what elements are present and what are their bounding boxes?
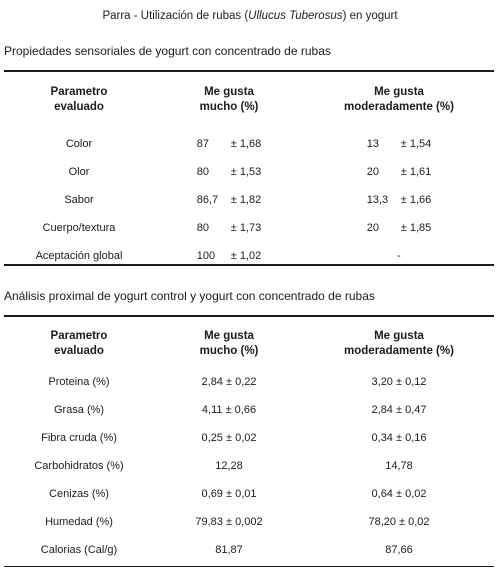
row-label: Grasa (%) [53,404,105,416]
row-label: Color [65,138,93,150]
proximal-table: Parametro evaluado Me gusta mucho (%) Me g… [4,324,494,564]
table-row: Grasa (%) 4,11 ± 0,66 2,84 ± 0,47 [4,396,494,424]
cell-mucho: 80 ± 1,73 [196,222,262,234]
table-row: Sabor 86,7 ± 1,82 13,3 ± 1,66 [4,186,494,214]
table1-header-row: Parametro evaluado Me gusta mucho (%) Me g… [4,80,494,120]
table2-bottom-rule [4,566,494,567]
table-row: Cuerpo/textura 80 ± 1,73 20 ± 1,85 [4,214,494,242]
cell-mucho: 0,69 ± 0,01 [201,488,257,500]
cell-moderadamente: 87,66 [385,544,413,556]
sensory-table: Parametro evaluado Me gusta mucho (%) Me g… [4,80,494,270]
table-row: Proteina (%) 2,84 ± 0,22 3,20 ± 0,12 [4,368,494,396]
cell-mucho: 2,84 ± 0,22 [201,376,257,388]
row-label: Carbohidratos (%) [34,460,124,472]
table-row: Carbohidratos (%) 12,28 14,78 [4,452,494,480]
row-label: Proteina (%) [48,376,110,388]
table2-header-mucho: Me gusta mucho (%) [199,330,259,357]
table2-title: Análisis proximal de yogurt control y yo… [4,289,375,303]
row-label: Humedad (%) [45,516,113,528]
table1-header-moderadamente: Me gusta moderadamente (%) [344,86,454,113]
cell-mucho: 4,11 ± 0,66 [201,404,257,416]
table1-top-rule [4,70,494,72]
row-label: Sabor [64,194,94,206]
row-label: Aceptación global [35,250,123,262]
cell-mucho: 79,83 ± 0,002 [195,516,263,528]
table1-title: Propiedades sensoriales de yogurt con co… [4,44,331,58]
cell-mucho: 80 ± 1,53 [196,166,262,178]
cell-mucho: 12,28 [215,460,243,472]
row-label: Cuerpo/textura [42,222,116,234]
table-row: Humedad (%) 79,83 ± 0,002 78,20 ± 0,02 [4,508,494,536]
table-row: Calorias (Cal/g) 81,87 87,66 [4,536,494,564]
row-label: Calorias (Cal/g) [40,544,118,556]
page-header: Parra - Utilización de rubas (Ullucus Tu… [0,10,500,22]
table-row: Fibra cruda (%) 0,25 ± 0,02 0,34 ± 0,16 [4,424,494,452]
table-row: Olor 80 ± 1,53 20 ± 1,61 [4,158,494,186]
cell-mucho: 87 ± 1,68 [196,138,262,150]
cell-moderadamente: 14,78 [385,460,413,472]
header-species: Ullucus Tuberosus [248,10,343,22]
cell-mucho: 0,25 ± 0,02 [201,432,257,444]
cell-moderadamente: 78,20 ± 0,02 [368,516,430,528]
table1-header-mucho: Me gusta mucho (%) [199,86,259,113]
cell-moderadamente: 0,34 ± 0,16 [371,432,427,444]
cell-mucho: 100 ± 1,02 [196,250,262,262]
row-label: Cenizas (%) [49,488,109,500]
cell-moderadamente: 20 ± 1,61 [366,166,432,178]
header-prefix: Parra - Utilización de rubas ( [102,10,249,22]
table1-header-param: Parametro evaluado [50,86,108,113]
cell-moderadamente: 3,20 ± 0,12 [371,376,427,388]
table2-header-row: Parametro evaluado Me gusta mucho (%) Me g… [4,324,494,364]
table-row: Cenizas (%) 0,69 ± 0,01 0,64 ± 0,02 [4,480,494,508]
cell-moderadamente: 20 ± 1,85 [366,222,432,234]
row-label: Olor [68,166,90,178]
cell-moderadamente: 0,64 ± 0,02 [371,488,427,500]
cell-moderadamente: - [397,250,401,262]
cell-moderadamente: 13,3 ± 1,66 [366,194,432,206]
table2-header-param: Parametro evaluado [50,330,108,357]
cell-mucho: 86,7 ± 1,82 [196,194,262,206]
table-row: Color 87 ± 1,68 13 ± 1,54 [4,130,494,158]
cell-moderadamente: 2,84 ± 0,47 [371,404,427,416]
cell-mucho: 81,87 [215,544,243,556]
cell-moderadamente: 13 ± 1,54 [366,138,432,150]
header-suffix: ) en yogurt [342,10,398,22]
table1-bottom-rule [4,264,494,266]
table2-header-moderadamente: Me gusta moderadamente (%) [344,330,454,357]
table-row: Aceptación global 100 ± 1,02 - [4,242,494,270]
table2-top-rule [4,315,494,317]
row-label: Fibra cruda (%) [41,432,117,444]
